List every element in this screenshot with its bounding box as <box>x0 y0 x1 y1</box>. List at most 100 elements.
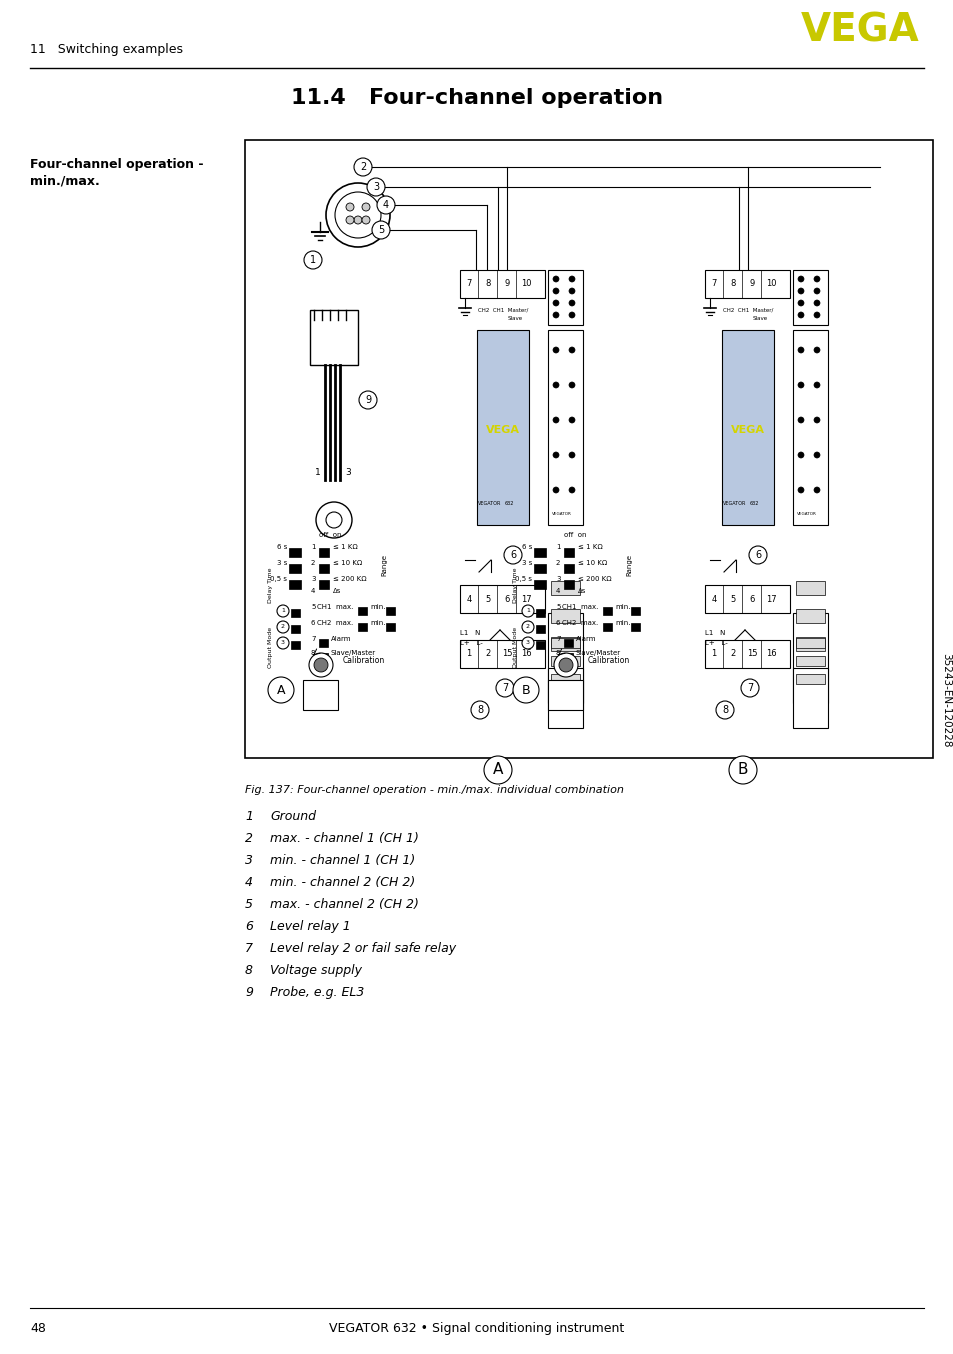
Text: max. - channel 2 (CH 2): max. - channel 2 (CH 2) <box>270 898 418 911</box>
Text: 7: 7 <box>245 942 253 955</box>
Circle shape <box>553 288 558 294</box>
Bar <box>547 680 582 709</box>
Bar <box>721 330 773 525</box>
Circle shape <box>326 183 390 246</box>
Text: 1: 1 <box>711 650 716 658</box>
Text: 10: 10 <box>765 279 776 288</box>
Bar <box>704 640 789 668</box>
Circle shape <box>483 756 512 784</box>
Bar <box>704 269 789 298</box>
Bar <box>318 565 329 573</box>
Text: Level relay 2 or fail safe relay: Level relay 2 or fail safe relay <box>270 942 456 955</box>
Bar <box>547 613 582 703</box>
Text: ≤ 1 KΩ: ≤ 1 KΩ <box>333 544 357 550</box>
Circle shape <box>554 653 578 677</box>
Text: 3: 3 <box>245 854 253 867</box>
Text: 7: 7 <box>466 279 471 288</box>
Text: VEGATOR 632 • Signal conditioning instrument: VEGATOR 632 • Signal conditioning instru… <box>329 1322 624 1335</box>
Text: Voltage supply: Voltage supply <box>270 964 361 978</box>
Text: 7: 7 <box>556 636 560 642</box>
Text: CH2  CH1  Master/: CH2 CH1 Master/ <box>722 307 773 313</box>
Circle shape <box>309 653 333 677</box>
Text: 11.4   Four-channel operation: 11.4 Four-channel operation <box>291 88 662 108</box>
Text: 2: 2 <box>245 831 253 845</box>
Text: L1   N: L1 N <box>704 630 724 636</box>
Text: 1: 1 <box>525 608 529 613</box>
Circle shape <box>358 391 376 409</box>
Circle shape <box>361 217 370 223</box>
Bar <box>289 565 301 573</box>
Bar <box>386 623 395 631</box>
Bar <box>795 638 824 649</box>
Text: Fig. 137: Four-channel operation - min./max. individual combination: Fig. 137: Four-channel operation - min./… <box>245 785 623 795</box>
Bar <box>792 269 827 325</box>
Text: 35243-EN-120228: 35243-EN-120228 <box>940 653 950 747</box>
Text: 8: 8 <box>476 705 482 715</box>
Text: ≤ 1 KΩ: ≤ 1 KΩ <box>578 544 602 550</box>
Circle shape <box>496 678 514 697</box>
Text: 6 s: 6 s <box>521 544 532 550</box>
Text: 1: 1 <box>314 468 320 477</box>
Bar <box>289 580 301 589</box>
Text: 8: 8 <box>485 279 490 288</box>
Bar <box>303 680 337 709</box>
Bar <box>547 330 582 525</box>
Text: VEGA: VEGA <box>730 425 764 435</box>
Text: off  on: off on <box>318 532 341 538</box>
Circle shape <box>568 276 575 282</box>
Text: min.: min. <box>615 620 630 626</box>
Text: A: A <box>276 684 285 696</box>
Bar <box>551 674 579 684</box>
Text: ≤ 10 KΩ: ≤ 10 KΩ <box>578 561 607 566</box>
Text: VEGA: VEGA <box>801 12 919 50</box>
Bar <box>795 674 824 684</box>
Bar <box>602 607 612 615</box>
Text: 6: 6 <box>748 594 754 604</box>
Circle shape <box>797 301 803 306</box>
Text: ≤ 200 KΩ: ≤ 200 KΩ <box>333 575 366 582</box>
Circle shape <box>797 382 803 389</box>
Bar <box>551 638 579 649</box>
Text: 4: 4 <box>382 200 389 210</box>
Bar <box>792 613 827 703</box>
Text: 6 s: 6 s <box>276 544 287 550</box>
Text: 3 s: 3 s <box>521 561 532 566</box>
Bar <box>310 310 357 366</box>
Text: 17: 17 <box>520 594 531 604</box>
Text: CH1  max.: CH1 max. <box>561 604 598 611</box>
Bar <box>291 640 299 649</box>
Text: 4: 4 <box>311 588 315 594</box>
Text: 5: 5 <box>311 604 315 611</box>
Circle shape <box>797 276 803 282</box>
Text: off  on: off on <box>563 532 586 538</box>
Text: L+   L-: L+ L- <box>704 640 727 646</box>
Bar <box>289 548 301 556</box>
Text: 5: 5 <box>556 604 559 611</box>
Text: Ground: Ground <box>270 810 315 823</box>
Circle shape <box>568 288 575 294</box>
Circle shape <box>503 546 521 565</box>
Bar <box>386 607 395 615</box>
Text: Δs: Δs <box>333 588 341 594</box>
Circle shape <box>568 417 575 422</box>
Text: 17: 17 <box>765 594 776 604</box>
Text: 7: 7 <box>746 682 752 693</box>
Text: 2: 2 <box>730 650 735 658</box>
Text: 6: 6 <box>504 594 509 604</box>
Circle shape <box>376 196 395 214</box>
Text: 2: 2 <box>485 650 490 658</box>
Text: Slave: Slave <box>507 315 522 321</box>
Circle shape <box>521 621 534 634</box>
Text: 6: 6 <box>754 550 760 561</box>
Text: L1   N: L1 N <box>459 630 480 636</box>
Bar <box>291 626 299 634</box>
Bar <box>534 580 545 589</box>
Circle shape <box>568 301 575 306</box>
Text: 5: 5 <box>245 898 253 911</box>
Text: 0,5 s: 0,5 s <box>270 575 287 582</box>
Bar <box>318 653 328 661</box>
Text: 4: 4 <box>556 588 559 594</box>
Bar <box>563 565 574 573</box>
Bar <box>551 581 579 594</box>
Text: Probe, e.g. EL3: Probe, e.g. EL3 <box>270 986 364 999</box>
